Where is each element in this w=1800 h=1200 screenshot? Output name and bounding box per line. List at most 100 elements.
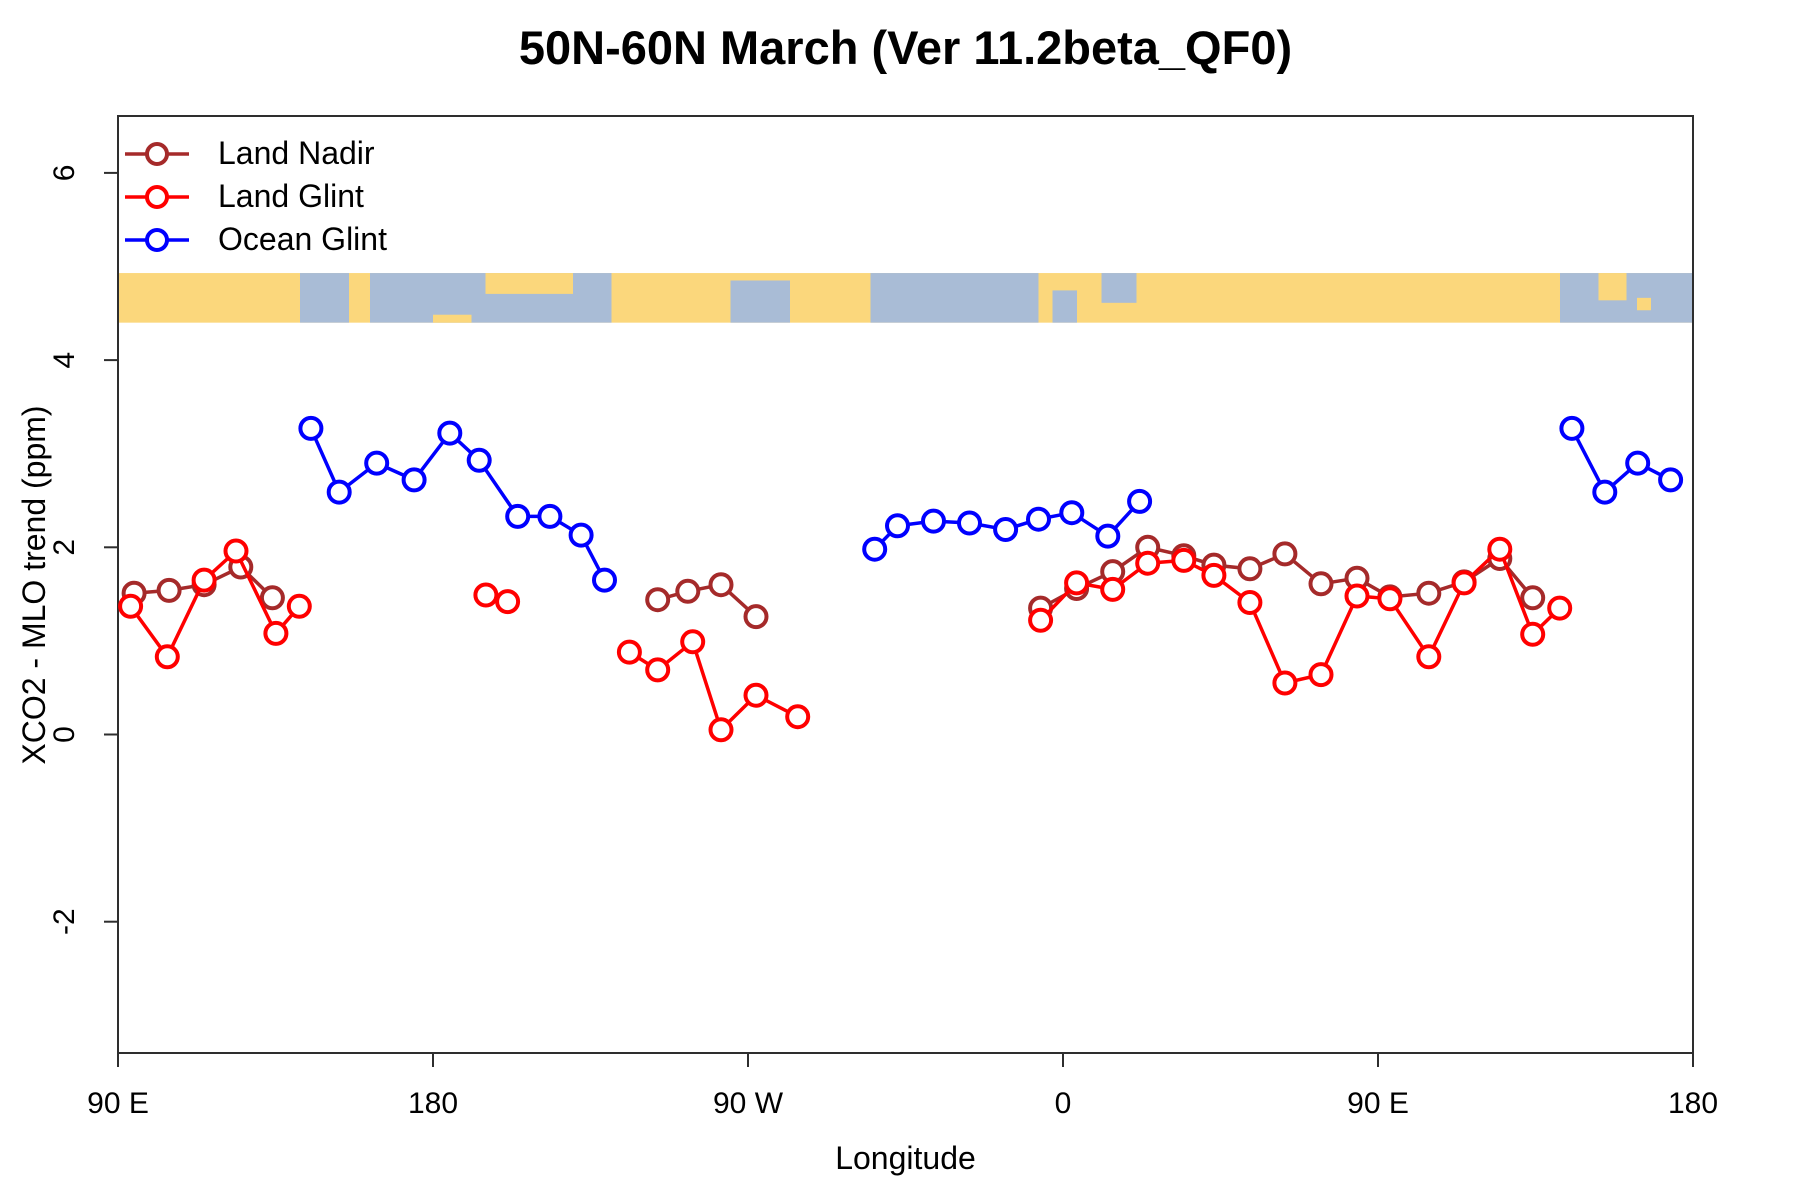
legend-marker-ocean-glint-icon [125, 227, 189, 252]
data-point [1064, 570, 1090, 596]
y-axis-ticks: -2 0 2 4 6 [48, 165, 118, 935]
data-point [191, 567, 217, 593]
data-point [708, 572, 734, 598]
data-point [708, 717, 734, 743]
y-tick-label: 6 [48, 165, 81, 182]
map-strip-ocean-segment [730, 280, 790, 323]
data-point [401, 467, 427, 493]
chart-title: 50N-60N March (Ver 11.2beta_QF0) [518, 21, 1293, 74]
data-point [1658, 467, 1684, 493]
data-point [785, 704, 811, 730]
data-point [537, 503, 563, 529]
data-point [263, 620, 289, 646]
legend-item-land-glint: Land Glint [122, 175, 387, 218]
data-point [326, 479, 352, 505]
map-strip-ocean-segment [870, 273, 1039, 323]
data-point [568, 522, 594, 548]
data-point [592, 567, 617, 593]
series-line [657, 582, 758, 618]
data-point [993, 517, 1019, 542]
legend-item-land-nadir: Land Nadir [122, 132, 387, 175]
data-point [1237, 556, 1263, 582]
map-strip-land-segment [485, 273, 573, 294]
series-line [1570, 427, 1672, 495]
data-point [1559, 415, 1585, 441]
x-tick-label: 180 [408, 1087, 458, 1120]
data-point [1520, 585, 1546, 611]
y-tick-label: 0 [48, 726, 81, 743]
data-point [495, 589, 521, 615]
data-point [885, 513, 910, 539]
data-point [1127, 488, 1153, 514]
data-point [154, 644, 180, 670]
data-point [1592, 479, 1618, 505]
x-tick-label: 0 [1055, 1087, 1072, 1120]
map-strip-ocean-segment [1101, 273, 1137, 303]
map-strip-ocean-segment [1052, 290, 1077, 323]
data-point [1272, 670, 1298, 696]
data-point [1028, 607, 1054, 633]
data-point [1201, 562, 1227, 588]
data-point [957, 510, 982, 536]
y-tick-label: 2 [48, 539, 81, 556]
data-point [437, 420, 463, 446]
legend-item-ocean-glint: Ocean Glint [122, 218, 387, 261]
data-point [466, 447, 492, 473]
data-point [259, 585, 285, 611]
series-line [1039, 546, 1561, 686]
data-point [862, 536, 888, 562]
map-strip [118, 273, 1693, 323]
data-point [1308, 662, 1334, 688]
data-point [645, 587, 671, 613]
data-point [1451, 570, 1477, 596]
legend-label: Ocean Glint [218, 221, 387, 257]
legend-marker-land-glint-icon [125, 184, 189, 209]
data-point [1171, 547, 1197, 573]
series-ocean-glint [298, 415, 1684, 593]
data-point [1100, 576, 1126, 602]
y-tick-label: -2 [48, 908, 81, 935]
data-point [473, 582, 499, 608]
legend-label: Land Glint [218, 178, 364, 214]
series-line [309, 427, 607, 581]
data-point [1625, 450, 1651, 476]
map-strip-land-segment [1637, 297, 1651, 311]
series-land-glint [118, 536, 1573, 743]
series-land-nadir [121, 534, 1546, 630]
data-point [286, 593, 312, 619]
x-tick-label: 180 [1668, 1087, 1718, 1120]
x-tick-label: 90 E [1347, 1087, 1409, 1120]
legend-marker-land-nadir-icon [125, 141, 189, 166]
data-point [616, 639, 642, 665]
plot-border [117, 115, 1694, 1054]
map-strip-land-segment [433, 314, 472, 323]
data-point [298, 415, 324, 441]
data-point [1416, 644, 1442, 670]
data-point [118, 593, 144, 619]
data-point [1416, 580, 1442, 606]
data-point [645, 657, 671, 683]
data-point [743, 682, 769, 708]
x-axis-label: Longitude [835, 1140, 976, 1176]
data-point [1095, 523, 1121, 549]
data-point [1026, 506, 1051, 532]
data-point [1237, 590, 1263, 615]
data-point [223, 538, 249, 564]
data-point [1377, 586, 1403, 612]
data-point [1547, 595, 1573, 621]
legend-label: Land Nadir [218, 135, 375, 171]
data-point [156, 577, 182, 603]
x-tick-label: 90 W [713, 1087, 784, 1120]
data-point [680, 629, 706, 655]
data-point [505, 503, 531, 529]
map-strip-ocean-segment [300, 273, 349, 323]
data-point [743, 604, 769, 630]
data-point [1520, 621, 1546, 647]
chart-legend: Land Nadir Land Glint Ocean Glint [122, 132, 387, 261]
data-point [1272, 541, 1298, 567]
x-axis-ticks: 90 E 180 90 W 0 90 E 180 [87, 1053, 1718, 1120]
data-point [675, 578, 701, 604]
data-point [1308, 571, 1334, 597]
